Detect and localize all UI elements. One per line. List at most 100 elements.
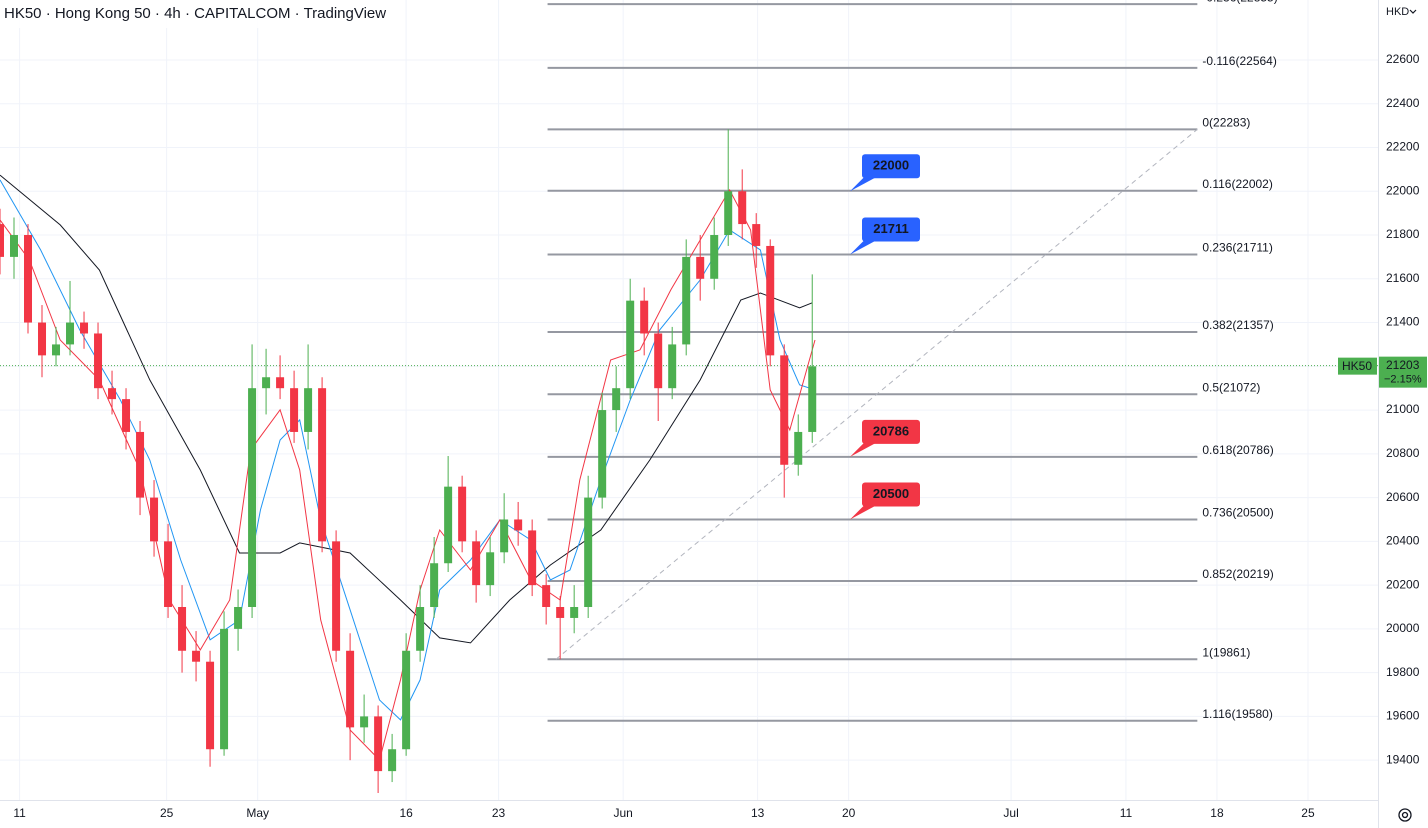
y-tick-label: 20800 bbox=[1386, 446, 1420, 460]
candle-body bbox=[332, 541, 341, 651]
candle-body bbox=[318, 388, 327, 542]
candle-body bbox=[416, 607, 425, 651]
callout-label: 22000 bbox=[873, 158, 909, 173]
currency-bg bbox=[1380, 0, 1428, 24]
callout-label: 21711 bbox=[873, 221, 908, 236]
plot-area: -0.236(22855) -0.116(22564) 0(22283) 0.116(… bbox=[0, 0, 1378, 793]
x-tick-label: 18 bbox=[1210, 806, 1224, 820]
y-tick-label: 22200 bbox=[1386, 140, 1420, 154]
candle-body bbox=[388, 749, 397, 772]
x-tick-label: 13 bbox=[751, 806, 765, 820]
moving-average bbox=[0, 174, 813, 644]
candle-body bbox=[10, 235, 19, 257]
candle-body bbox=[738, 191, 747, 225]
candle-body bbox=[542, 585, 551, 608]
callout-box bbox=[862, 154, 920, 179]
y-tick-label: 22600 bbox=[1386, 52, 1420, 66]
candle-body bbox=[808, 366, 817, 432]
candle-body bbox=[766, 245, 775, 356]
settings-icon[interactable] bbox=[1398, 808, 1412, 822]
currency-chevron[interactable] bbox=[1409, 9, 1417, 14]
axes: 19400 19600 19800 20000 20200 20400 20600 20800… bbox=[13, 52, 1427, 820]
fib-label: 0.852(20219) bbox=[1202, 567, 1273, 581]
candle-body bbox=[108, 388, 117, 400]
candle-body bbox=[24, 235, 33, 323]
candle-body bbox=[262, 377, 271, 389]
candle-body bbox=[206, 661, 215, 750]
x-tick-label: Jul bbox=[1003, 806, 1018, 820]
x-tick-label: 11 bbox=[1120, 806, 1133, 820]
x-tick-label: 23 bbox=[492, 806, 506, 820]
price-tag bbox=[1379, 356, 1427, 388]
candle-body bbox=[486, 552, 495, 586]
callout-label: 20786 bbox=[873, 423, 909, 438]
x-tick-label: 20 bbox=[842, 806, 856, 820]
candle-body bbox=[136, 431, 145, 498]
candle-body bbox=[654, 333, 663, 389]
candle-body bbox=[696, 256, 705, 279]
change-label: −2.15% bbox=[1384, 374, 1422, 386]
y-tick-label: 21800 bbox=[1386, 227, 1420, 241]
x-tick-label: 25 bbox=[1301, 806, 1315, 820]
callout-box bbox=[862, 217, 920, 242]
fib-label: -0.116(22564) bbox=[1202, 54, 1277, 68]
candle-body bbox=[52, 344, 61, 356]
fib-label: -0.236(22855) bbox=[1202, 0, 1277, 4]
candle-body bbox=[304, 388, 313, 432]
currency[interactable]: HKD bbox=[1386, 6, 1409, 18]
candle-body bbox=[290, 388, 299, 432]
fib-label: 0.736(20500) bbox=[1202, 506, 1273, 520]
candle-body bbox=[94, 333, 103, 389]
candle-body bbox=[668, 344, 677, 389]
fib-label: 0.5(21072) bbox=[1202, 380, 1260, 394]
fib-label: 0.382(21357) bbox=[1202, 318, 1273, 332]
candle-body bbox=[402, 650, 411, 750]
candle-body bbox=[514, 519, 523, 531]
x-tick-label: Jun bbox=[614, 806, 633, 820]
y-tick-label: 21400 bbox=[1386, 315, 1420, 329]
fib-label: 0.618(20786) bbox=[1202, 443, 1273, 457]
y-tick-label: 19400 bbox=[1386, 752, 1420, 766]
candle-body bbox=[234, 607, 243, 629]
y-tick-label: 20600 bbox=[1386, 490, 1420, 504]
candle-body bbox=[724, 191, 733, 236]
candle-body bbox=[0, 224, 4, 257]
header-bg bbox=[0, 0, 400, 28]
y-tick-label: 22000 bbox=[1386, 183, 1420, 197]
candle-body bbox=[626, 300, 635, 389]
candle-body bbox=[444, 486, 453, 564]
candle-body bbox=[430, 563, 439, 608]
candle-body bbox=[248, 388, 257, 608]
callout-box bbox=[862, 482, 920, 507]
candle-body bbox=[150, 497, 159, 542]
callout-pointer bbox=[850, 442, 876, 457]
candle-body bbox=[220, 628, 229, 750]
y-tick-label: 22400 bbox=[1386, 96, 1420, 110]
trend-line bbox=[555, 128, 1198, 660]
fib-label: 1(19861) bbox=[1202, 645, 1250, 659]
y-tick-label: 20200 bbox=[1386, 577, 1420, 591]
symbol-tag bbox=[1338, 357, 1377, 375]
candle-body bbox=[500, 519, 509, 553]
candle-body bbox=[472, 541, 481, 586]
callout-pointer bbox=[850, 240, 876, 255]
fib-label: 1.116(19580) bbox=[1202, 707, 1273, 721]
candle-body bbox=[612, 388, 621, 411]
x-tick-label: 25 bbox=[160, 806, 174, 820]
candle-body bbox=[570, 607, 579, 618]
callout-pointer bbox=[850, 505, 876, 520]
callout-label: 20500 bbox=[873, 486, 909, 501]
candle-body bbox=[66, 322, 75, 345]
candle-body bbox=[752, 224, 761, 246]
y-tick-label: 19800 bbox=[1386, 665, 1420, 679]
candle-body bbox=[682, 256, 691, 345]
fib-label: 0.236(21711) bbox=[1202, 241, 1273, 255]
callout-pointer bbox=[850, 177, 876, 192]
y-tick-label: 21000 bbox=[1386, 402, 1420, 416]
x-tick-label: May bbox=[246, 806, 269, 820]
price-label: 21203 bbox=[1386, 358, 1420, 372]
fib-label: 0.116(22002) bbox=[1202, 177, 1273, 191]
candle-body bbox=[178, 607, 187, 651]
